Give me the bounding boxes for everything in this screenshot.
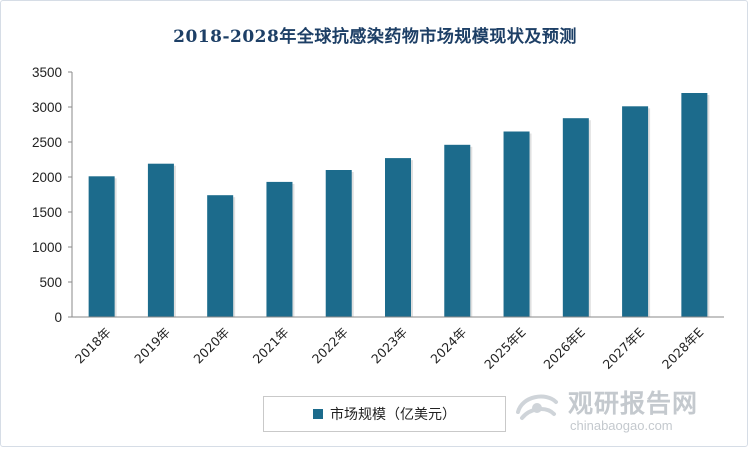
y-tick-label: 1500: [32, 205, 62, 220]
y-tick-label: 2000: [32, 170, 62, 185]
bar: [444, 144, 471, 317]
x-axis: 2018年 2019年 2020年 2021年 2022年 2023年 2024年 2025年…: [72, 316, 724, 372]
x-tick-label: 2020年: [190, 325, 232, 367]
y-tick-label: 3500: [32, 65, 62, 80]
bar: [503, 131, 530, 317]
x-tick-label: 2019年: [131, 325, 173, 367]
x-tick-label: 2028年E: [659, 324, 707, 372]
bar: [385, 158, 411, 317]
chart-title: 2018-2028年全球抗感染药物市场规模现状及预测: [173, 27, 577, 47]
y-tick-label: 500: [39, 275, 62, 290]
bar: [562, 118, 589, 317]
legend: 市场规模（亿美元）: [263, 396, 506, 432]
bar: [622, 106, 649, 317]
bar: [325, 170, 352, 317]
y-tick-label: 3000: [32, 100, 62, 115]
x-tick-label: 2022年: [309, 325, 351, 367]
legend-swatch: [313, 409, 323, 419]
y-tick-label: 0: [54, 310, 62, 325]
x-tick-label: 2023年: [368, 325, 410, 367]
x-tick-label: 2025年E: [481, 324, 529, 372]
bar: [207, 195, 234, 317]
legend-label: 市场规模（亿美元）: [330, 407, 456, 423]
x-tick-label: 2026年E: [540, 324, 588, 372]
watermark-logo-icon: [516, 394, 558, 420]
x-tick-label: 2021年: [250, 325, 292, 367]
bar-series: [88, 93, 710, 317]
y-tick-label: 2500: [32, 135, 62, 150]
x-tick-label: 2027年E: [600, 324, 648, 372]
watermark-name: 观研报告网: [568, 389, 699, 418]
bar: [266, 181, 293, 317]
watermark: 观研报告网 chinabaogao.com: [512, 380, 744, 440]
bar: [681, 93, 708, 317]
bar: [147, 163, 174, 317]
y-axis: 0 500 1000 1500 2000 2500 3000 3500: [32, 65, 73, 325]
x-tick-label: 2024年: [427, 325, 469, 367]
y-tick-label: 1000: [32, 240, 62, 255]
x-tick-label: 2018年: [72, 325, 114, 367]
watermark-url: chinabaogao.com: [570, 418, 673, 433]
bar: [88, 176, 115, 317]
